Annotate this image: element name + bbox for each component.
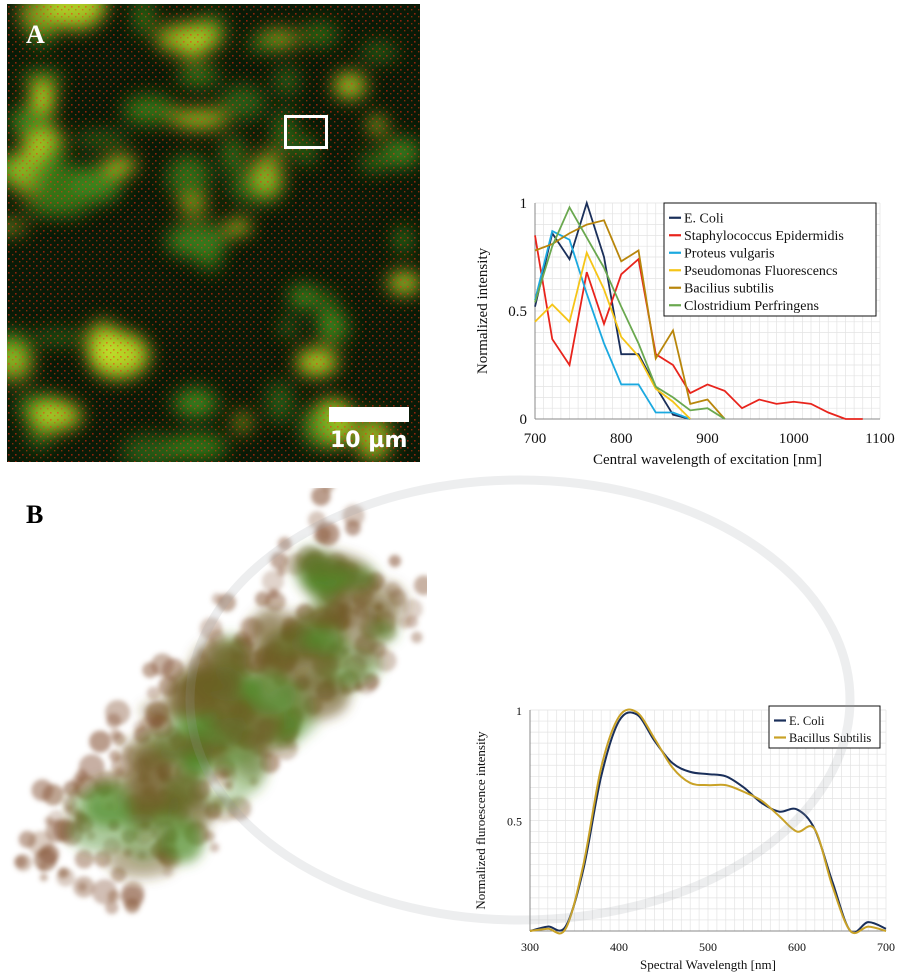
volume-blob xyxy=(226,744,267,796)
volume-speck xyxy=(31,779,54,802)
volume-speck xyxy=(75,769,88,782)
volume-blob xyxy=(126,787,162,828)
series-line xyxy=(534,250,691,420)
volume-blob xyxy=(157,824,204,862)
x-tick-label: 600 xyxy=(788,940,806,954)
volume-speck xyxy=(107,890,121,903)
x-tick-label: 800 xyxy=(610,431,633,447)
scale-bar xyxy=(329,407,409,422)
y-axis-label: Normalized intensity xyxy=(475,247,491,374)
legend-box xyxy=(768,705,881,749)
panel-a-letter: A xyxy=(26,20,45,49)
volume-blob xyxy=(82,778,133,829)
volume-speck xyxy=(209,842,220,853)
legend-label: E. Coli xyxy=(789,714,825,728)
volume-speck xyxy=(142,662,159,678)
volume-blob xyxy=(146,771,205,812)
volume-speck xyxy=(73,876,95,898)
x-tick-label: 500 xyxy=(699,940,717,954)
x-axis-label: Spectral Wavelength [nm] xyxy=(640,957,776,972)
volume-speck xyxy=(261,570,285,593)
volume-speck xyxy=(311,488,331,506)
legend-box xyxy=(663,202,877,317)
x-tick-label: 400 xyxy=(610,940,628,954)
volume-speck xyxy=(315,521,340,546)
volume-blob xyxy=(191,639,249,691)
x-axis-label: Central wavelength of excitation [nm] xyxy=(593,452,822,468)
panel-b-letter: B xyxy=(26,500,44,529)
volume-speck xyxy=(345,519,361,536)
x-tick-label: 900 xyxy=(696,431,719,447)
y-tick-label: 0.5 xyxy=(508,304,527,320)
volume-speck xyxy=(57,867,69,879)
volume-speck xyxy=(388,554,401,568)
legend-label: E. Coli xyxy=(684,211,724,226)
y-tick-label: 0 xyxy=(520,412,528,428)
y-tick-label: 1 xyxy=(520,196,528,212)
volume-speck xyxy=(39,844,60,865)
volume-speck xyxy=(105,699,131,726)
legend-label: Staphylococcus Epidermidis xyxy=(684,229,844,244)
legend-label: Clostridium Perfringens xyxy=(684,299,819,314)
x-tick-label: 700 xyxy=(524,431,547,447)
scale-bar-label: 10 µm xyxy=(330,428,408,453)
volume-speck xyxy=(342,504,365,527)
region-of-interest-box xyxy=(284,115,328,149)
panel-b-volume-render xyxy=(7,488,427,920)
x-tick-label: 1100 xyxy=(865,431,894,447)
x-tick-label: 700 xyxy=(877,940,895,954)
legend: E. Coli Staphylococcus Epidermidis Proteus… xyxy=(663,202,877,317)
volume-blob xyxy=(248,609,309,644)
x-tick-label: 1000 xyxy=(779,431,809,447)
series-line xyxy=(529,708,887,935)
volume-blob xyxy=(123,733,193,770)
chart-excitation-spectra: 700 800 900 1000 1100 0 0.5 1 Central wavelength… xyxy=(475,196,895,468)
volume-speck xyxy=(38,862,47,872)
series-line xyxy=(534,199,691,420)
volume-speck xyxy=(270,551,288,570)
volume-blob xyxy=(107,845,177,878)
volume-blob xyxy=(348,621,384,667)
panel-a-micrograph xyxy=(7,4,420,462)
x-tick-label: 300 xyxy=(521,940,539,954)
volume-speck xyxy=(410,631,423,644)
volume-speck xyxy=(94,850,112,868)
volume-blob xyxy=(245,671,297,715)
series-line xyxy=(534,205,726,420)
volume-speck xyxy=(112,732,126,746)
volume-blob xyxy=(290,550,356,579)
volume-speck xyxy=(45,819,69,843)
chart-emission-spectra: 300 400 500 600 700 0.5 1 Spectral Wavelength [… xyxy=(473,704,895,972)
legend-label: Pseudomonas Fluorescencs xyxy=(684,264,838,279)
series-line xyxy=(534,219,726,420)
volume-speck xyxy=(146,686,161,700)
legend-label: Bacillus Subtilis xyxy=(789,731,871,745)
volume-speck xyxy=(402,598,423,620)
legend: E. Coli Bacillus Subtilis xyxy=(768,705,881,749)
volume-speck xyxy=(413,575,427,596)
series-line xyxy=(534,229,691,420)
volume-blob xyxy=(127,770,157,796)
volume-speck xyxy=(277,537,292,551)
series-line xyxy=(534,235,863,420)
y-tick-label: 1 xyxy=(516,704,522,718)
legend-label: Proteus vulgaris xyxy=(684,246,775,261)
volume-speck xyxy=(14,853,32,872)
volume-speck xyxy=(74,849,94,869)
volume-speck xyxy=(39,873,48,882)
y-tick-label: 0.5 xyxy=(507,815,522,829)
volume-speck xyxy=(217,593,236,612)
volume-speck xyxy=(199,617,223,641)
volume-speck xyxy=(105,900,119,915)
y-axis-label: Normalized fluroescence intensity xyxy=(473,731,488,910)
panel-a-micrograph-graphic xyxy=(7,4,420,462)
panel-b-volume-render-graphic xyxy=(14,488,427,915)
volume-speck xyxy=(255,591,271,607)
volume-speck xyxy=(120,881,145,905)
volume-speck xyxy=(89,730,112,753)
legend-label: Bacilius subtilis xyxy=(684,281,774,296)
volume-speck xyxy=(109,750,121,762)
